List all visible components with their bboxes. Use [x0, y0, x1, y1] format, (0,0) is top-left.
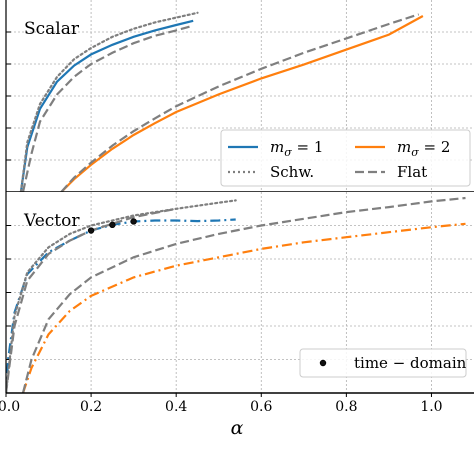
x-tick-label: 0.8 [335, 399, 357, 415]
scalar-panel: Scalar mσ = 1 mσ = 2 Schw. Flat [5, 0, 474, 193]
legend-vector: time − domain [299, 348, 467, 378]
legend-marker [319, 359, 327, 367]
x-tick-label: 0.4 [165, 399, 187, 415]
x-tick-label: 0.6 [250, 399, 272, 415]
x-axis-title: α [231, 417, 244, 439]
legend-label: mσ = 2 [397, 138, 450, 159]
series-line-0-2 [19, 11, 199, 192]
series-line-0-4 [60, 13, 420, 192]
time-domain-point [130, 218, 137, 225]
x-axis: 0.0 0.2 0.4 0.6 0.8 1.0 [0, 393, 443, 415]
legend-scalar: mσ = 1 mσ = 2 Schw. Flat [220, 129, 471, 187]
series-line-0-3 [21, 24, 194, 192]
legend-label: time − domain [354, 354, 467, 372]
time-domain-point [87, 227, 95, 234]
series-line-0-1 [60, 15, 424, 192]
panel-label: Scalar [24, 19, 80, 39]
series-line-1-3 [6, 207, 177, 393]
vector-panel: Vector time − domain [5, 192, 474, 394]
legend-label: mσ = 1 [270, 138, 323, 159]
series-line-1-1 [21, 222, 466, 393]
legend-label: Flat [397, 163, 427, 181]
panel-label: Vector [23, 211, 80, 231]
series-line-0-0 [19, 19, 194, 192]
legend-label: Schw. [270, 163, 314, 181]
series-line-1-2 [6, 199, 237, 393]
x-tick-label: 0.0 [0, 399, 20, 415]
series-line-1-4 [21, 196, 466, 393]
legend-box [299, 348, 467, 378]
x-tick-label: 0.2 [80, 399, 102, 415]
time-domain-point [109, 221, 116, 229]
series-group [6, 196, 466, 393]
series-group [19, 11, 424, 192]
x-tick-label: 1.0 [420, 399, 442, 415]
legend-box [220, 129, 471, 187]
